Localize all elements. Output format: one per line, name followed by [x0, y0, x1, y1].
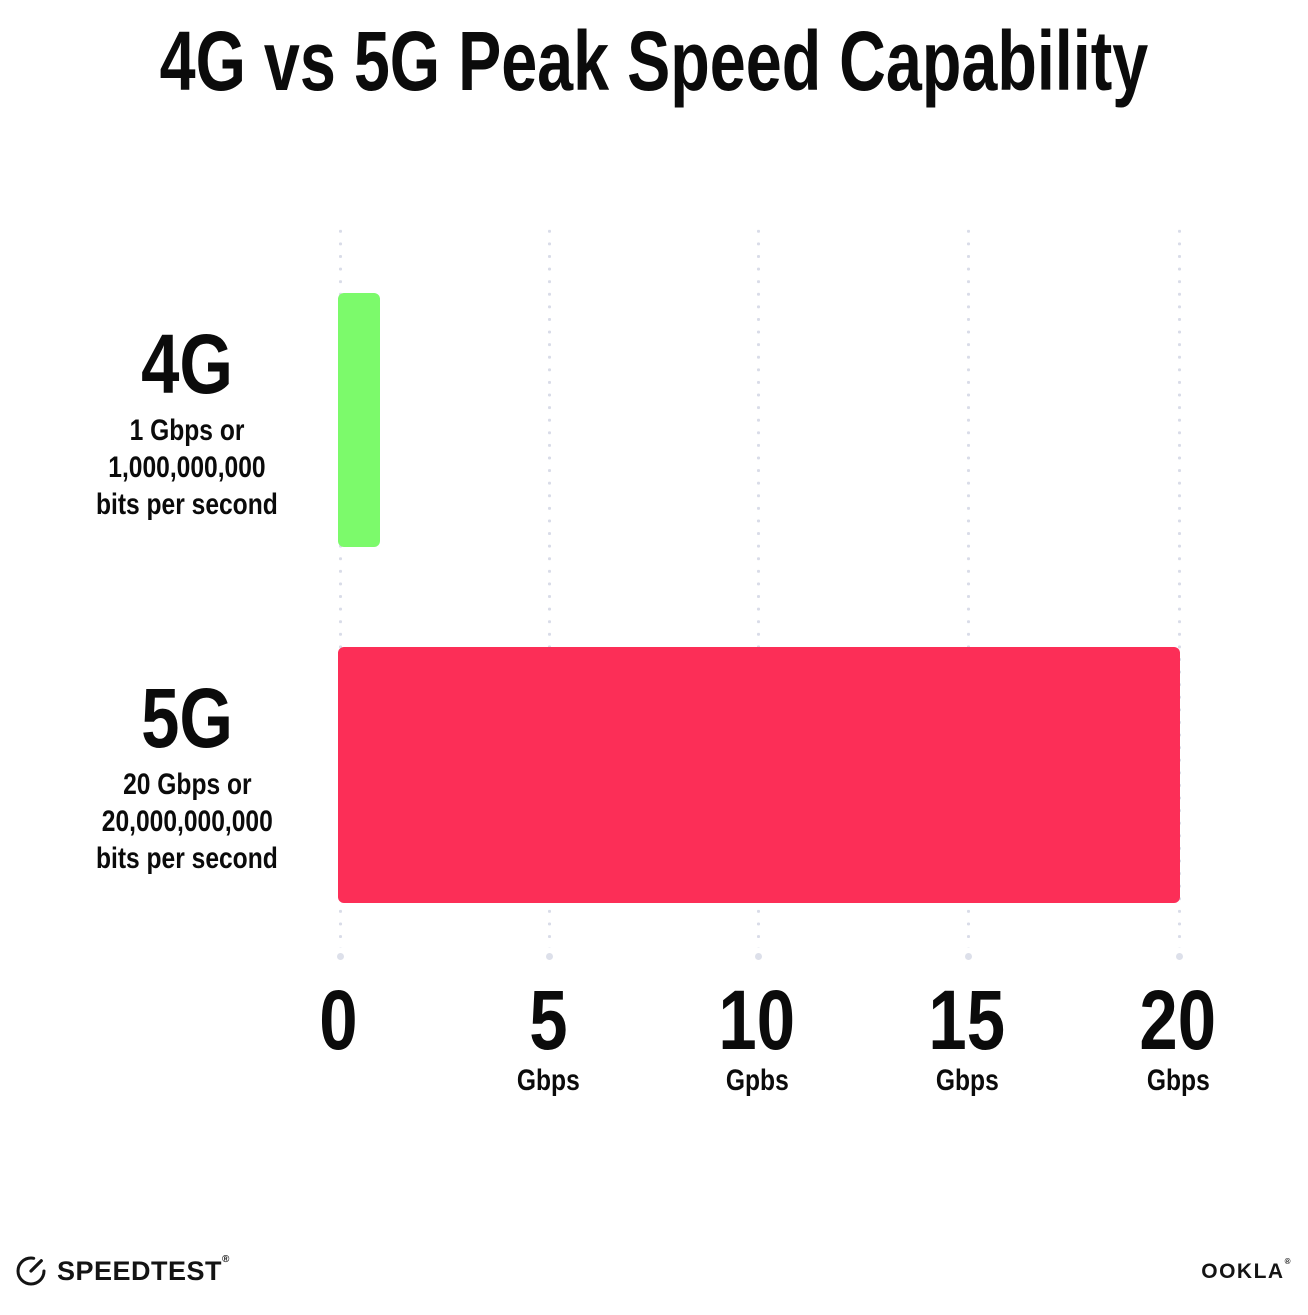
row-label-4g: 4G 1 Gbps or 1,000,000,000 bits per seco…: [37, 317, 337, 523]
x-tick-10-value: 10: [718, 973, 796, 1067]
x-tick-15: 15 Gbps: [857, 978, 1077, 1096]
chart-title-text: 4G vs 5G Peak Speed Capability: [159, 14, 1149, 108]
speedtest-wordmark: SPEEDTEST®: [57, 1253, 230, 1286]
x-tick-20-value: 20: [1139, 973, 1217, 1067]
row-category-5g: 5G: [141, 671, 233, 765]
x-tick-5-value: 5: [528, 973, 568, 1067]
gridline-15gbps: [965, 225, 972, 960]
x-tick-0: 0: [228, 978, 448, 1096]
x-tick-15-unit: Gbps: [935, 1064, 999, 1097]
row-sublabel-5g: 20 Gbps or 20,000,000,000 bits per secon…: [96, 768, 278, 875]
ookla-wordmark: OOKLA: [1201, 1260, 1285, 1283]
x-tick-5: 5 Gbps: [438, 978, 658, 1096]
bar-5g: [338, 647, 1180, 903]
x-tick-10: 10 Gpbs: [647, 978, 867, 1096]
chart-title: 4G vs 5G Peak Speed Capability: [0, 16, 1308, 106]
ookla-logo: OOKLA®: [1201, 1257, 1292, 1284]
bar-4g: [338, 293, 380, 547]
gridline-20gbps: [1176, 225, 1183, 960]
speedtest-trademark: ®: [222, 1253, 230, 1265]
row-label-5g: 5G 20 Gbps or 20,000,000,000 bits per se…: [37, 671, 337, 877]
x-tick-15-value: 15: [928, 973, 1006, 1067]
gridline-0gbps: [337, 225, 344, 960]
gridline-5gbps: [546, 225, 553, 960]
row-category-4g: 4G: [141, 317, 233, 411]
row-sublabel-4g: 1 Gbps or 1,000,000,000 bits per second: [96, 414, 278, 521]
x-tick-20-unit: Gbps: [1146, 1064, 1210, 1097]
ookla-trademark: ®: [1284, 1257, 1292, 1266]
x-tick-10-unit: Gpbs: [725, 1064, 789, 1097]
x-tick-5-unit: Gbps: [516, 1064, 580, 1097]
x-tick-0-value: 0: [318, 973, 358, 1067]
gridline-10gbps: [755, 225, 762, 960]
x-tick-20: 20 Gbps: [1068, 978, 1288, 1096]
speedtest-logo: SPEEDTEST®: [14, 1254, 230, 1288]
speedtest-gauge-icon: [16, 1256, 46, 1286]
